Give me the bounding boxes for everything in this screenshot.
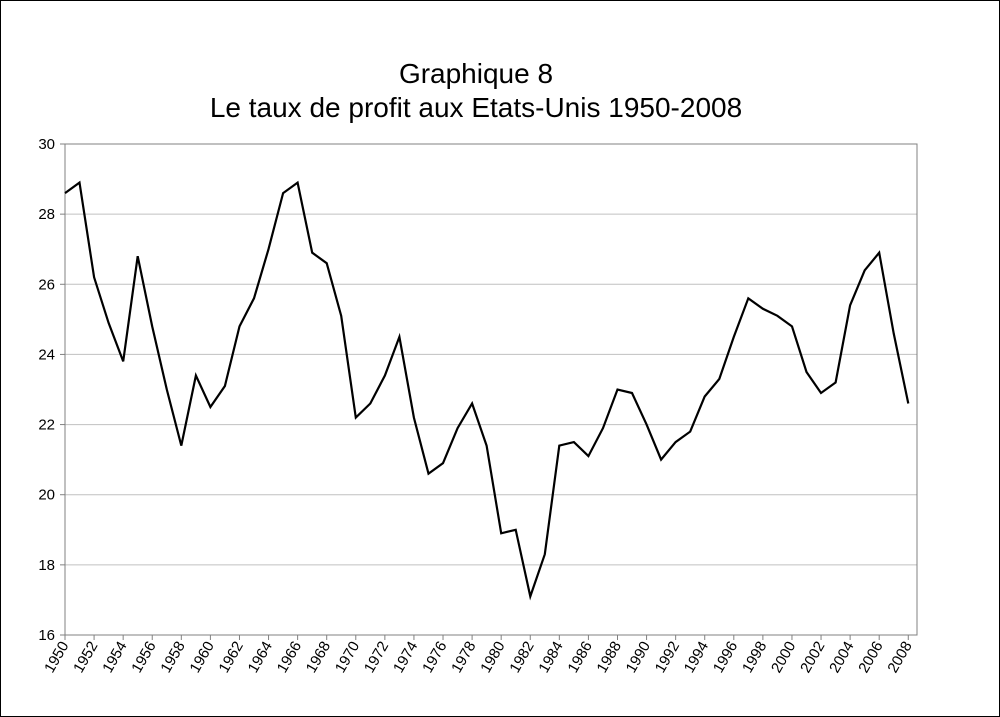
y-tick-label: 26 bbox=[38, 276, 55, 293]
x-tick-label: 1968 bbox=[303, 639, 334, 676]
x-tick-label: 1988 bbox=[594, 639, 625, 676]
x-tick-label: 1996 bbox=[710, 639, 741, 676]
plot-area bbox=[64, 143, 918, 636]
x-tick-label: 1966 bbox=[274, 639, 305, 676]
x-tick-label: 1984 bbox=[535, 639, 566, 676]
y-tick-label: 22 bbox=[38, 417, 55, 434]
y-tick-label: 28 bbox=[38, 206, 55, 223]
y-tick-label: 30 bbox=[38, 136, 55, 153]
chart-subtitle: Le taux de profit aux Etats-Unis 1950-20… bbox=[209, 92, 743, 123]
grid-lines bbox=[65, 213, 917, 566]
x-tick-label: 1954 bbox=[99, 639, 130, 676]
x-tick-label: 1964 bbox=[245, 639, 276, 676]
x-tick-label: 1978 bbox=[448, 639, 479, 676]
chart-title: Graphique 8 bbox=[398, 58, 554, 89]
y-tick-label: 20 bbox=[38, 487, 55, 504]
x-tick-label: 2006 bbox=[855, 639, 886, 676]
x-tick-label: 1976 bbox=[419, 639, 450, 676]
chart-title-block: Graphique 8 Le taux de profit aux Etats-… bbox=[1, 57, 951, 125]
x-tick-label: 2004 bbox=[826, 639, 857, 676]
x-tick-label: 1958 bbox=[157, 639, 188, 676]
x-tick-label: 1990 bbox=[623, 639, 654, 676]
y-tick-label: 16 bbox=[38, 627, 55, 644]
x-tick-label: 1960 bbox=[186, 639, 217, 676]
x-tick-label: 1962 bbox=[216, 639, 247, 676]
series-layer bbox=[64, 180, 910, 601]
x-tick-label: 1982 bbox=[506, 639, 537, 676]
x-tick-label: 1974 bbox=[390, 639, 421, 676]
y-axis: 16 18 20 22 24 26 28 30 bbox=[38, 136, 65, 644]
x-tick-label: 1986 bbox=[564, 639, 595, 676]
x-tick-label: 1956 bbox=[128, 639, 159, 676]
x-tick-label: 1952 bbox=[70, 639, 101, 676]
x-tick-label: 1980 bbox=[477, 639, 508, 676]
x-tick-label: 1950 bbox=[41, 639, 72, 676]
x-tick-label: 2008 bbox=[884, 639, 915, 676]
x-tick-label: 1998 bbox=[739, 639, 770, 676]
x-tick-label: 1992 bbox=[652, 639, 683, 676]
x-tick-label: 2002 bbox=[797, 639, 828, 676]
x-tick-label: 1970 bbox=[332, 639, 363, 676]
y-tick-label: 18 bbox=[38, 557, 55, 574]
y-tick-label: 24 bbox=[38, 346, 55, 363]
series-line bbox=[64, 180, 910, 601]
x-tick-label: 1972 bbox=[361, 639, 392, 676]
x-tick-label: 1994 bbox=[681, 639, 712, 676]
x-axis: 1950195219541956195819601962196419661968… bbox=[41, 635, 916, 676]
x-tick-label: 2000 bbox=[768, 639, 799, 676]
